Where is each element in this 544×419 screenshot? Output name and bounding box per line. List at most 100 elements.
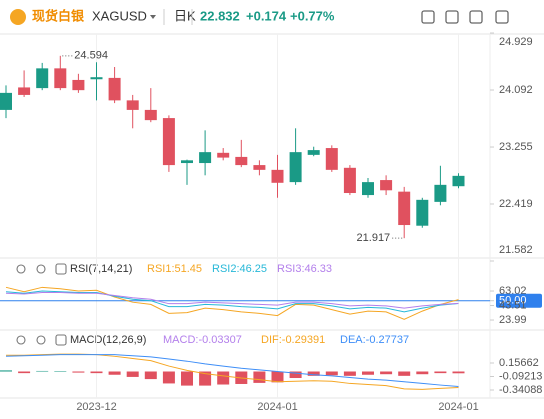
- macd-bar: [144, 371, 157, 380]
- macd-bar: [362, 371, 374, 375]
- x-tick-label: 2023-12: [76, 401, 116, 413]
- y-tick-label: 24.092: [499, 84, 533, 96]
- candle-body: [398, 191, 411, 226]
- macd-bar: [452, 371, 465, 374]
- candle-body: [235, 156, 248, 166]
- candle-body: [18, 87, 31, 95]
- candle-body: [181, 160, 193, 164]
- x-tick-label: 2024-01: [438, 401, 478, 413]
- macd-bar: [271, 371, 284, 383]
- rsi-line: [5, 290, 459, 313]
- candle-body: [362, 182, 374, 196]
- candle-body: [217, 152, 230, 158]
- symbol-code[interactable]: XAGUSD: [92, 8, 147, 23]
- macd-bar: [434, 371, 447, 374]
- candle-body: [289, 152, 302, 183]
- macd-bar: [126, 371, 139, 377]
- y-tick-highlight: [496, 293, 542, 308]
- legend-entry: RSI1:51.45: [147, 263, 202, 275]
- macd-bar: [0, 370, 12, 372]
- macd-bar: [199, 371, 212, 386]
- macd-bar: [307, 371, 320, 376]
- visibility-icon[interactable]: [16, 264, 26, 274]
- candle-body: [108, 77, 121, 101]
- macd-line: [5, 354, 459, 388]
- indicator-title: MACD(12,26,9): [70, 334, 146, 346]
- change-pct: +0.77%: [290, 8, 335, 23]
- style-button[interactable]: [469, 10, 483, 24]
- indicator-button[interactable]: [421, 10, 435, 24]
- candle-body: [343, 167, 356, 194]
- top-bar: [0, 0, 544, 34]
- macd-bar: [343, 371, 356, 376]
- symbol-icon: [10, 9, 26, 25]
- candle-body: [253, 165, 266, 170]
- candle-body: [90, 77, 103, 80]
- macd-bar: [18, 371, 31, 374]
- y-tick-label: 50.00: [499, 295, 527, 307]
- macd-bar: [181, 371, 193, 386]
- indicator-title: RSI(7,14,21): [70, 263, 132, 275]
- candle-body: [307, 150, 320, 155]
- y-tick-label: -0.34088: [499, 384, 542, 396]
- macd-bar: [217, 371, 230, 385]
- candle-body: [325, 148, 338, 170]
- macd-bar: [416, 371, 429, 375]
- rsi-line: [5, 286, 459, 320]
- candle-body: [452, 175, 465, 187]
- legend-entry: RSI2:46.25: [212, 263, 267, 275]
- y-tick-label: 24.929: [499, 36, 533, 48]
- y-tick-label: -0.09213: [499, 370, 542, 382]
- indicator-icon[interactable]: [55, 263, 67, 275]
- macd-bar: [72, 371, 85, 373]
- legend-entry: DEA:-0.27737: [340, 334, 409, 346]
- candle-body: [199, 152, 212, 164]
- settings-icon[interactable]: [36, 335, 46, 345]
- change: +0.174: [246, 8, 287, 23]
- candle-body: [162, 118, 175, 166]
- macd-bar: [289, 371, 302, 379]
- y-tick-label: 23.255: [499, 141, 533, 153]
- candle-body: [416, 199, 429, 226]
- macd-bar: [253, 371, 266, 383]
- macd-bar: [54, 371, 67, 372]
- macd-bar: [108, 371, 121, 375]
- symbol-name: 现货白银: [32, 8, 85, 23]
- macd-bar: [380, 371, 393, 375]
- candle-body: [144, 109, 157, 121]
- legend-entry: DIF:-0.29391: [261, 334, 325, 346]
- settings-icon[interactable]: [36, 264, 46, 274]
- y-tick-label: 23.99: [499, 314, 527, 326]
- y-tick-label: 22.419: [499, 198, 533, 210]
- y-tick-label: 0.15662: [499, 357, 539, 369]
- x-tick-label: 2024-01: [257, 401, 297, 413]
- rsi-line: [5, 292, 459, 309]
- macd-bar: [36, 370, 49, 372]
- macd-bar: [90, 371, 103, 374]
- candle-body: [380, 180, 393, 191]
- candle-body: [126, 100, 139, 110]
- macd-bar: [325, 371, 338, 376]
- legend-entry: MACD:-0.03307: [163, 334, 242, 346]
- candle-body: [434, 184, 447, 202]
- price: 22.832: [200, 8, 240, 23]
- candle-body: [0, 92, 12, 110]
- high-annotation: 24.594: [74, 50, 108, 62]
- low-annotation: 21.917: [357, 232, 391, 244]
- candle-body: [72, 79, 85, 91]
- candle-body: [36, 68, 49, 89]
- period[interactable]: 日K: [174, 8, 196, 23]
- y-tick-label: 43.51: [499, 299, 527, 311]
- macd-bar: [398, 371, 411, 376]
- visibility-icon[interactable]: [16, 335, 26, 345]
- fullscreen-button[interactable]: [495, 10, 509, 24]
- dropdown-arrow[interactable]: [150, 15, 156, 19]
- candle-body: [54, 68, 67, 89]
- candle-body: [271, 169, 284, 183]
- legend-entry: RSI3:46.33: [277, 263, 332, 275]
- macd-bar: [162, 371, 175, 384]
- indicator-icon[interactable]: [55, 334, 67, 346]
- draw-button[interactable]: [445, 10, 459, 24]
